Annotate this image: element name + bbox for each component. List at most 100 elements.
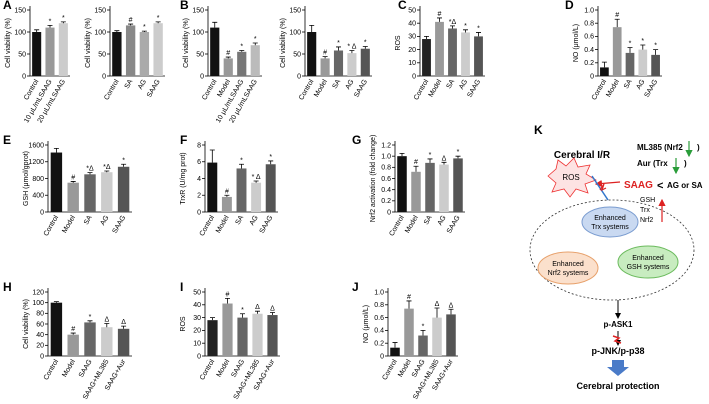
- significance-marker: *: [429, 152, 432, 159]
- significance-marker: Δ: [255, 304, 260, 311]
- bar: [252, 313, 263, 356]
- y-tick-label: 0.6: [374, 315, 384, 322]
- bar: [461, 32, 470, 76]
- y-tick-label: 6: [197, 159, 201, 166]
- bar: [67, 182, 79, 212]
- y-tick-label: 1.2: [381, 142, 391, 149]
- bar: [112, 32, 122, 76]
- x-tick-label: Model: [313, 78, 329, 98]
- bar: [237, 51, 247, 76]
- x-tick-label: Control: [43, 214, 61, 237]
- diagram-text: Enhanced: [594, 215, 626, 222]
- bar: [139, 32, 150, 76]
- y-axis-label: Nrf2 activation (fold change): [370, 135, 377, 223]
- x-tick-label: Control: [381, 358, 399, 381]
- error-bar: [121, 325, 127, 329]
- error-bar: [255, 310, 260, 314]
- bar: [347, 53, 357, 76]
- panel-label: D: [565, 0, 574, 12]
- x-tick-label: Control: [591, 78, 609, 101]
- bar: [320, 58, 330, 76]
- y-tick-label: 800: [32, 176, 44, 183]
- diagram-text: ): [697, 143, 700, 152]
- significance-marker: Δ: [104, 316, 109, 323]
- y-axis-label: ROS: [395, 35, 402, 51]
- x-tick-label: AG: [345, 79, 356, 91]
- y-tick-label: 1600: [28, 142, 44, 149]
- trx-system: [581, 206, 639, 238]
- error-bar: [240, 313, 245, 318]
- significance-marker: #: [226, 50, 230, 57]
- error-bar: [392, 342, 398, 348]
- error-bar: [362, 46, 368, 49]
- x-tick-label: Model: [605, 78, 621, 98]
- block: [612, 335, 622, 344]
- y-tick-label: 100: [32, 300, 44, 307]
- bar: [360, 48, 370, 76]
- x-tick-label: Model: [61, 214, 77, 234]
- y-tick-label: 100: [289, 29, 301, 36]
- x-tick-label: Control: [388, 214, 406, 237]
- y-tick-label: 50: [193, 289, 201, 296]
- y-tick-label: 0.4: [584, 47, 594, 54]
- diagram-text: p-ASK1: [604, 320, 633, 329]
- significance-marker: *: [254, 36, 257, 43]
- error-bar: [252, 42, 258, 46]
- x-tick-label: SAAG: [353, 79, 369, 99]
- significance-marker: *: [240, 43, 243, 50]
- bar: [67, 334, 79, 356]
- y-tick-label: 400: [32, 193, 44, 200]
- bar: [50, 152, 63, 212]
- bar: [32, 32, 42, 76]
- y-tick-label: 0: [40, 209, 44, 216]
- significance-marker: *: [157, 15, 160, 22]
- error-bar: [450, 25, 455, 29]
- diagram-text: AG or SA: [667, 181, 703, 190]
- significance-marker: * Δ: [347, 43, 356, 50]
- error-bar: [399, 152, 405, 157]
- y-axis-label: ROS: [180, 316, 187, 332]
- panel-label: A: [3, 0, 12, 12]
- diagram-text: ): [684, 159, 687, 168]
- error-bar: [60, 21, 66, 24]
- y-axis-label: Cell viability (%): [183, 18, 190, 68]
- significance-marker: #: [414, 159, 418, 166]
- bar: [333, 50, 344, 76]
- error-bar: [225, 298, 230, 304]
- x-tick-label: Control: [43, 358, 61, 381]
- error-bar: [627, 47, 633, 53]
- y-axis-label: NO (μmol/L): [363, 305, 370, 343]
- x-tick-label: SA: [445, 78, 456, 90]
- bar: [439, 164, 449, 212]
- bar: [435, 21, 444, 77]
- y-tick-label: 50: [98, 51, 106, 58]
- significance-marker: Δ: [435, 301, 440, 308]
- diagram-text: Cerebral I/R: [554, 150, 611, 161]
- gsh-system: [617, 245, 679, 279]
- arrow: [594, 179, 621, 188]
- error-bar: [114, 30, 120, 32]
- error-bar: [104, 323, 110, 328]
- error-bar: [212, 21, 218, 28]
- y-tick-label: 100: [94, 29, 106, 36]
- error-bar: [424, 36, 429, 40]
- y-tick-label: 0.4: [374, 328, 384, 335]
- significance-marker: *: [654, 43, 657, 50]
- significance-marker: *: [122, 157, 125, 164]
- panel-label: K: [534, 123, 543, 137]
- bar: [446, 314, 456, 356]
- error-bar: [224, 194, 230, 197]
- bar: [638, 49, 648, 76]
- diagram-text: GSH: [640, 197, 655, 204]
- y-tick-label: 0: [590, 73, 594, 80]
- error-bar: [463, 29, 468, 33]
- block: [591, 175, 609, 201]
- arrow: [607, 360, 629, 376]
- bar: [600, 67, 609, 76]
- bar: [422, 39, 431, 76]
- bar: [45, 27, 55, 77]
- significance-marker: *: [143, 24, 146, 31]
- diagram-text: <: [657, 180, 663, 192]
- x-tick-label: Model: [216, 358, 232, 378]
- y-tick-label: 0: [380, 353, 384, 360]
